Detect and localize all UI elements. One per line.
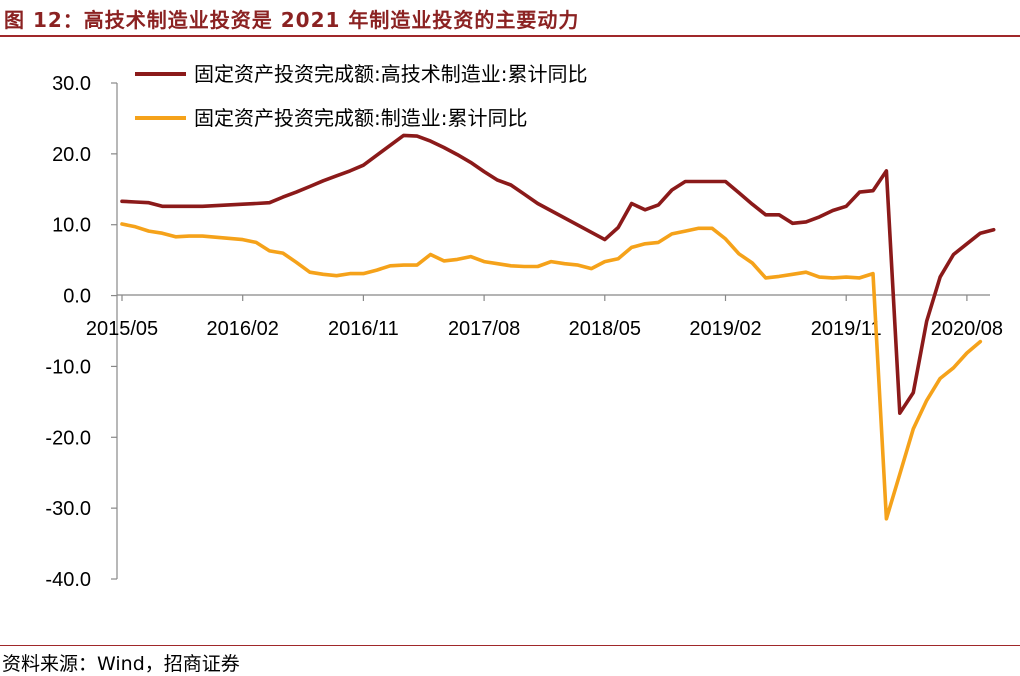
x-tick-label: 2018/05: [569, 318, 641, 340]
source-divider: [0, 645, 1020, 646]
y-tick-label: -30.0: [45, 498, 91, 520]
y-tick-label: 30.0: [52, 73, 91, 95]
x-axis: 2015/05 2016/02 2016/11 2017/08 2018/05 2019/…: [86, 294, 1003, 340]
chart-title: 图 12：高技术制造业投资是 2021 年制造业投资的主要动力: [4, 8, 580, 32]
y-tick-label: -10.0: [45, 356, 91, 378]
x-tick-label: 2019/11: [811, 318, 882, 340]
x-tick-label: 2016/02: [207, 318, 279, 340]
y-tick-label: 0.0: [63, 286, 91, 308]
y-tick-label: 10.0: [52, 215, 91, 237]
y-tick-label: 20.0: [52, 144, 91, 166]
x-tick-label: 2019/02: [689, 318, 761, 340]
x-tick-label: 2016/11: [328, 318, 399, 340]
y-tick-label: -40.0: [45, 569, 91, 591]
y-tick-label: -20.0: [45, 427, 91, 449]
series-line-high-tech: [120, 133, 996, 415]
series-layer: [120, 133, 996, 521]
legend-label-high-tech: 固定资产投资完成额:高技术制造业:累计同比: [194, 62, 587, 86]
x-tick-label: 2020/08: [931, 318, 1003, 340]
x-tick-label: 2015/05: [86, 318, 158, 340]
title-divider: [0, 35, 1020, 37]
source-note: 资料来源：Wind，招商证券: [2, 653, 240, 675]
y-axis: 30.0 20.0 10.0 0.0 -10.0 -20.0 -30.0 -40.0: [45, 73, 118, 591]
line-chart: 30.0 20.0 10.0 0.0 -10.0 -20.0 -30.0 -40.0 2015…: [45, 62, 1003, 591]
x-tick-label: 2017/08: [448, 318, 520, 340]
series-line-manufacturing: [120, 222, 983, 521]
legend-label-manufacturing: 固定资产投资完成额:制造业:累计同比: [194, 106, 527, 130]
